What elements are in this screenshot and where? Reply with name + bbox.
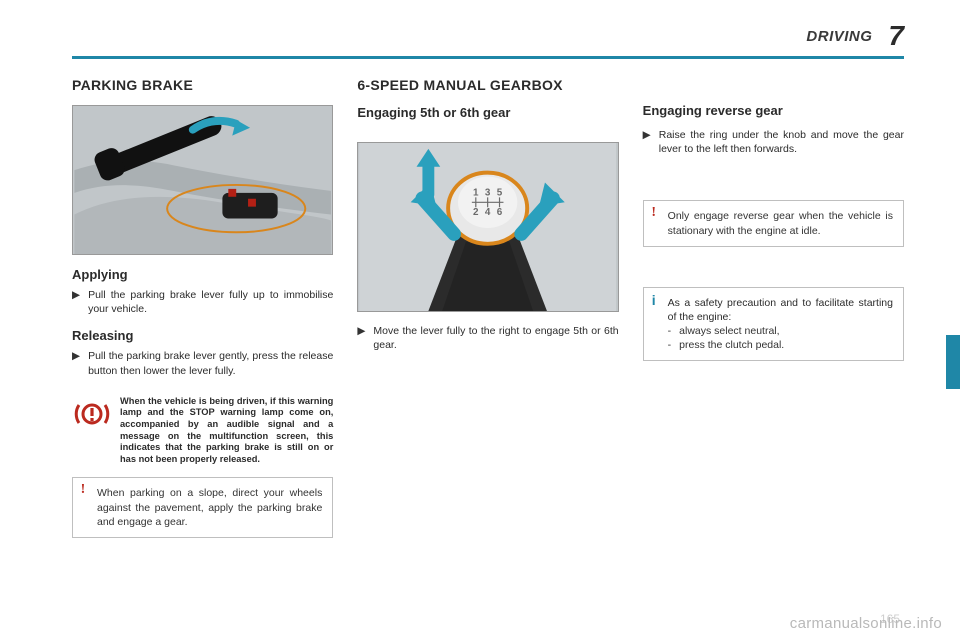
warning-box-slope: ! When parking on a slope, direct your w… bbox=[72, 477, 333, 538]
applying-bullet: ▶ Pull the parking brake lever fully up … bbox=[72, 288, 333, 316]
brake-warning-icon bbox=[72, 396, 112, 435]
info-box-safety: i As a safety precaution and to facilita… bbox=[643, 287, 904, 362]
warning-box-reverse: ! Only engage reverse gear when the vehi… bbox=[643, 200, 904, 246]
header-rule bbox=[72, 56, 904, 59]
gear-56-text: Move the lever fully to the right to eng… bbox=[373, 324, 618, 352]
releasing-bullet: ▶ Pull the parking brake lever gently, p… bbox=[72, 349, 333, 377]
svg-text:1: 1 bbox=[473, 187, 479, 198]
info-box-content: As a safety precaution and to facilitate… bbox=[664, 288, 903, 361]
info-list: -always select neutral, -press the clutc… bbox=[668, 324, 893, 352]
col-gearbox: 6-SPEED MANUAL GEARBOX Engaging 5th or 6… bbox=[357, 77, 618, 538]
warning-lamp-row: When the vehicle is being driven, if thi… bbox=[72, 396, 333, 466]
col-parking-brake: PARKING BRAKE Applying bbox=[72, 77, 333, 538]
list-item: -press the clutch pedal. bbox=[668, 338, 893, 352]
bullet-icon: ▶ bbox=[643, 128, 651, 156]
spacer bbox=[643, 247, 904, 287]
warning-icon: ! bbox=[73, 478, 93, 537]
chapter-title: DRIVING bbox=[806, 28, 872, 45]
page: DRIVING 7 PARKING BRAKE bbox=[0, 0, 960, 640]
bullet-icon: ▶ bbox=[357, 324, 365, 352]
col-reverse: Engaging reverse gear ▶ Raise the ring u… bbox=[643, 77, 904, 538]
watermark: carmanualsonline.info bbox=[790, 615, 942, 632]
spacer bbox=[643, 156, 904, 200]
section-title-gearbox: 6-SPEED MANUAL GEARBOX bbox=[357, 77, 618, 93]
section-title-parking: PARKING BRAKE bbox=[72, 77, 333, 93]
list-text: press the clutch pedal. bbox=[679, 338, 784, 352]
list-item: -always select neutral, bbox=[668, 324, 893, 338]
svg-text:2: 2 bbox=[473, 207, 479, 218]
applying-heading: Applying bbox=[72, 267, 333, 282]
applying-text: Pull the parking brake lever fully up to… bbox=[88, 288, 333, 316]
warning-reverse-text: Only engage reverse gear when the vehicl… bbox=[664, 201, 903, 245]
bullet-icon: ▶ bbox=[72, 349, 80, 377]
releasing-text: Pull the parking brake lever gently, pre… bbox=[88, 349, 333, 377]
info-intro: As a safety precaution and to facilitate… bbox=[668, 296, 893, 324]
reverse-bullet: ▶ Raise the ring under the knob and move… bbox=[643, 128, 904, 156]
svg-text:6: 6 bbox=[497, 207, 503, 218]
gear-56-bullet: ▶ Move the lever fully to the right to e… bbox=[357, 324, 618, 352]
sub-reverse: Engaging reverse gear bbox=[643, 103, 904, 118]
gear-lever-illustration: 135 246 bbox=[358, 143, 617, 311]
warning-icon: ! bbox=[644, 201, 664, 245]
list-text: always select neutral, bbox=[679, 324, 779, 338]
svg-text:5: 5 bbox=[497, 187, 503, 198]
side-tab bbox=[946, 335, 960, 389]
chapter-number: 7 bbox=[888, 20, 904, 52]
figure-gear-lever: 135 246 bbox=[357, 142, 618, 312]
content-columns: PARKING BRAKE Applying bbox=[72, 77, 904, 538]
releasing-heading: Releasing bbox=[72, 328, 333, 343]
chapter-header: DRIVING 7 bbox=[72, 20, 904, 52]
bullet-icon: ▶ bbox=[72, 288, 80, 316]
parking-brake-illustration bbox=[73, 106, 332, 254]
spacer bbox=[643, 77, 904, 103]
dash-icon: - bbox=[668, 324, 672, 338]
svg-text:4: 4 bbox=[485, 207, 491, 218]
warning-box-text: When parking on a slope, direct your whe… bbox=[93, 478, 332, 537]
svg-text:3: 3 bbox=[485, 187, 491, 198]
dash-icon: - bbox=[668, 338, 672, 352]
figure-parking-brake bbox=[72, 105, 333, 255]
sub-engage-56: Engaging 5th or 6th gear bbox=[357, 105, 618, 120]
info-icon: i bbox=[644, 288, 664, 361]
reverse-text: Raise the ring under the knob and move t… bbox=[659, 128, 904, 156]
warning-lamp-text: When the vehicle is being driven, if thi… bbox=[120, 396, 333, 466]
